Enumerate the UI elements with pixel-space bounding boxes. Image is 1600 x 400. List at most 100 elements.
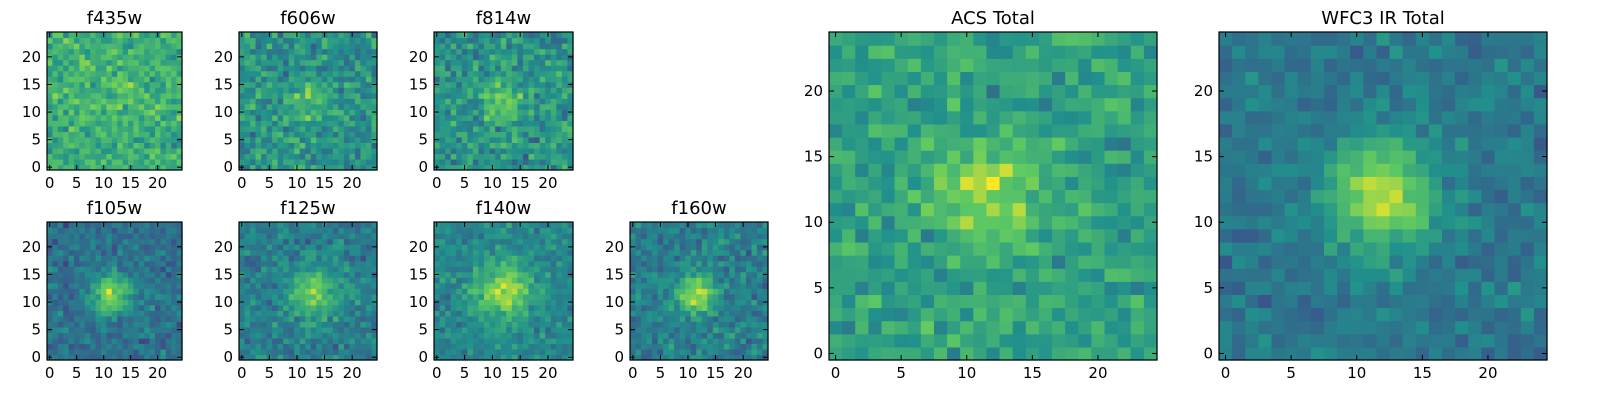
heatmap-cell: [160, 343, 167, 350]
heatmap-cell: [973, 255, 988, 269]
heatmap-cell: [646, 321, 653, 328]
heatmap-cell: [478, 147, 485, 155]
y-tick-label: 0: [614, 348, 624, 366]
heatmap-cells: [239, 32, 378, 171]
heatmap-cell: [745, 238, 753, 245]
heatmap-cell: [701, 249, 708, 256]
heatmap-cell: [327, 153, 334, 160]
heatmap-cell: [1012, 202, 1027, 217]
heatmap-cell: [707, 299, 714, 306]
heatmap-cell: [439, 87, 446, 94]
heatmap-cell: [47, 310, 53, 317]
heatmap-cell: [171, 337, 178, 345]
heatmap-cell: [545, 153, 552, 160]
heatmap-cell: [160, 131, 167, 138]
heatmap-cell: [439, 158, 446, 166]
heatmap-cell: [679, 260, 686, 267]
heatmap-cell: [57, 120, 64, 127]
heatmap-cell: [517, 227, 524, 234]
heatmap-cell: [165, 136, 172, 143]
heatmap-cell: [90, 304, 97, 311]
heatmap-cell: [272, 70, 279, 77]
heatmap-cell: [842, 255, 856, 269]
heatmap-cell: [933, 189, 948, 204]
heatmap-cell: [354, 266, 362, 273]
heatmap-cell: [545, 282, 552, 289]
heatmap-cell: [635, 315, 642, 322]
heatmap-cell: [343, 59, 350, 66]
heatmap-cell: [101, 304, 107, 311]
heatmap-cell: [920, 202, 935, 217]
heatmap-cell: [920, 268, 935, 282]
heatmap-cell: [360, 142, 367, 149]
heatmap-cell: [561, 266, 569, 273]
heatmap-cell: [338, 326, 345, 333]
heatmap-cell: [250, 271, 257, 278]
heatmap-cell: [718, 277, 725, 284]
heatmap-cell: [522, 109, 530, 116]
heatmap-cell: [117, 147, 124, 155]
heatmap-cell: [101, 282, 107, 289]
heatmap-cell: [907, 176, 922, 191]
heatmap-cell: [933, 294, 948, 309]
heatmap-cell: [461, 120, 468, 127]
heatmap-cell: [456, 153, 463, 160]
heatmap-cell: [657, 304, 664, 311]
heatmap-cell: [701, 222, 708, 229]
heatmap-cell: [288, 337, 295, 345]
heatmap-cell: [349, 131, 356, 138]
heatmap-cell: [261, 59, 268, 66]
heatmap-cell: [176, 266, 183, 273]
heatmap-cell: [1104, 294, 1119, 309]
heatmap-cell: [461, 310, 468, 317]
heatmap-cell: [277, 147, 284, 155]
heatmap-cell: [751, 255, 758, 262]
heatmap-cell: [354, 43, 362, 50]
heatmap-cell: [679, 310, 686, 317]
heatmap-cell: [68, 147, 75, 155]
heatmap-cell: [641, 227, 648, 234]
heatmap-cell: [332, 282, 339, 289]
heatmap-cell: [679, 255, 686, 262]
heatmap-cell: [855, 346, 869, 361]
heatmap-cell: [176, 48, 183, 55]
heatmap-cell: [266, 103, 273, 110]
heatmap-cell: [90, 321, 97, 328]
heatmap-cell: [1025, 346, 1040, 361]
heatmap-cell: [244, 233, 251, 240]
heatmap-cell: [439, 98, 446, 105]
heatmap-cell: [495, 59, 502, 66]
heatmap-cell: [450, 277, 457, 284]
heatmap-cell: [550, 282, 557, 289]
heatmap-cell: [561, 244, 569, 251]
heatmap-cell: [1052, 215, 1066, 230]
heatmap-cell: [933, 215, 948, 230]
heatmap-cell: [155, 158, 161, 166]
x-tick-label: 20: [538, 174, 557, 192]
heatmap-cell: [294, 54, 301, 61]
heatmap-cell: [450, 266, 457, 273]
heatmap-cell: [133, 81, 140, 88]
heatmap-cell: [489, 282, 496, 289]
heatmap-cell: [517, 244, 524, 251]
heatmap-cell: [338, 343, 345, 350]
heatmap-cell: [305, 282, 312, 289]
heatmap-cell: [255, 310, 262, 317]
heatmap-cell: [299, 59, 306, 66]
heatmap-cell: [305, 326, 312, 333]
heatmap-cell: [255, 233, 262, 240]
heatmap-cell: [305, 238, 312, 245]
heatmap-cell: [133, 136, 140, 143]
heatmap-cell: [1052, 228, 1066, 243]
heatmap-cell: [79, 131, 86, 138]
heatmap-cell: [354, 120, 362, 127]
heatmap-cell: [1143, 215, 1158, 230]
heatmap-cell: [250, 92, 257, 99]
heatmap-cell: [310, 321, 317, 328]
heatmap-cell: [111, 244, 118, 251]
heatmap-cell: [283, 299, 290, 306]
heatmap-cell: [149, 244, 156, 251]
heatmap-cell: [450, 158, 457, 166]
heatmap-cell: [138, 249, 145, 256]
heatmap-cell: [349, 87, 356, 94]
